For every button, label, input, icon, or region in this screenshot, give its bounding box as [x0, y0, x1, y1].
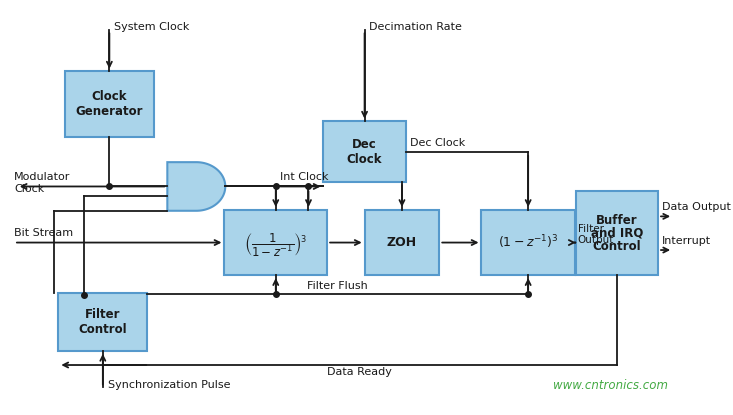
Bar — [323, 122, 405, 182]
Polygon shape — [167, 162, 225, 211]
Text: $\left(\dfrac{1}{1-z^{-1}}\right)^{\!3}$: $\left(\dfrac{1}{1-z^{-1}}\right)^{\!3}$ — [245, 232, 307, 259]
Text: $(1 - z^{-1})^3$: $(1 - z^{-1})^3$ — [498, 234, 559, 251]
Text: Filter: Filter — [578, 224, 604, 234]
Text: Synchronization Pulse: Synchronization Pulse — [108, 380, 230, 390]
Text: Buffer: Buffer — [596, 214, 638, 227]
Text: Modulator: Modulator — [14, 172, 70, 182]
Text: Clock: Clock — [14, 184, 44, 194]
Text: and IRQ: and IRQ — [591, 227, 643, 240]
Text: Decimation Rate: Decimation Rate — [369, 22, 462, 32]
Bar — [59, 293, 147, 351]
Text: System Clock: System Clock — [114, 22, 189, 32]
Text: www.cntronics.com: www.cntronics.com — [553, 379, 668, 392]
Bar — [224, 210, 327, 275]
Text: Interrupt: Interrupt — [662, 236, 711, 246]
Text: ZOH: ZOH — [387, 236, 417, 249]
Bar — [482, 210, 575, 275]
Bar — [364, 210, 439, 275]
Text: Filter: Filter — [85, 308, 120, 321]
Text: Dec: Dec — [352, 138, 377, 151]
Text: Data Output: Data Output — [662, 202, 731, 212]
Text: Filter Flush: Filter Flush — [307, 281, 368, 291]
Text: Bit Stream: Bit Stream — [14, 228, 73, 238]
Text: Data Ready: Data Ready — [328, 368, 392, 378]
Text: Generator: Generator — [75, 105, 143, 118]
Text: Control: Control — [78, 323, 127, 336]
Text: Output: Output — [578, 235, 614, 245]
Bar — [65, 71, 154, 137]
Bar — [576, 191, 658, 275]
Text: Clock: Clock — [347, 153, 383, 166]
Text: Clock: Clock — [92, 90, 127, 103]
Text: Int Clock: Int Clock — [281, 172, 329, 182]
Text: Dec Clock: Dec Clock — [410, 139, 465, 149]
Text: Control: Control — [593, 240, 641, 253]
